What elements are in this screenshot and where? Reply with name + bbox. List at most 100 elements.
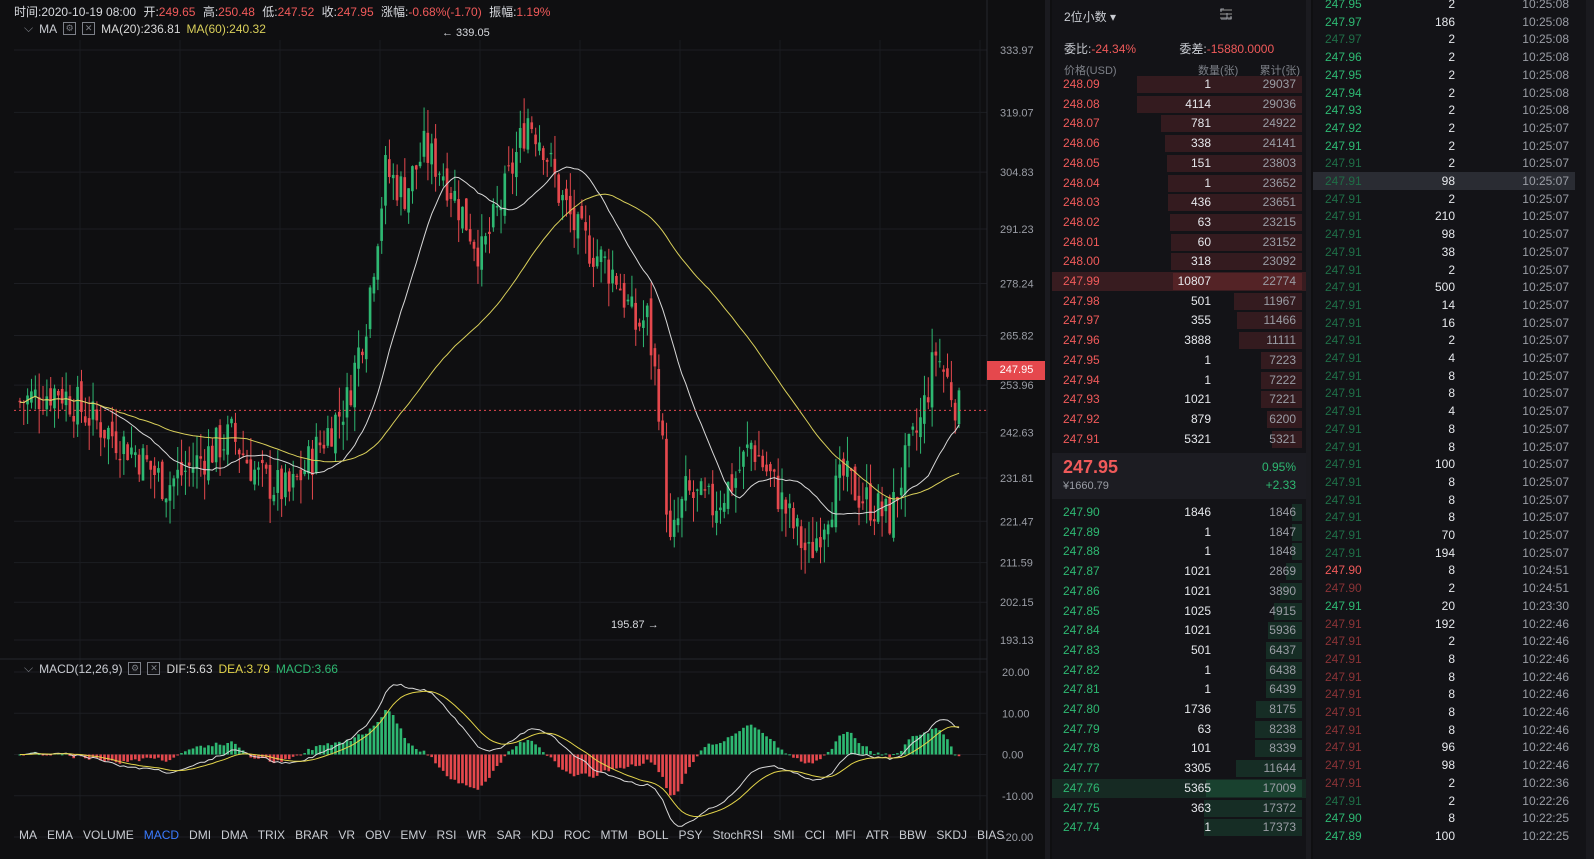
ask-row[interactable]: 248.08 4114 29036 <box>1052 95 1306 114</box>
kline-chart-svg[interactable]: 333.97 319.07 304.83 291.23 278.24 265.82 253.… <box>0 0 1049 859</box>
bid-row[interactable]: 247.86 1021 3890 <box>1052 582 1306 601</box>
trade-price: 247.91 <box>1325 474 1362 489</box>
indicator-tab-wr[interactable]: WR <box>466 828 487 842</box>
ask-row[interactable]: 247.96 3888 11111 <box>1052 331 1306 350</box>
bid-row[interactable]: 247.81 1 6439 <box>1052 680 1306 699</box>
kline-chart-pane[interactable]: 333.97 319.07 304.83 291.23 278.24 265.82 253.… <box>0 0 1049 859</box>
ask-row[interactable]: 248.03 436 23651 <box>1052 193 1306 212</box>
macd-histogram-bar <box>218 744 222 755</box>
decimals-select[interactable]: 2位小数 ▾ <box>1064 8 1116 25</box>
indicator-tab-dmi[interactable]: DMI <box>189 828 212 842</box>
close-icon[interactable]: ✕ <box>82 22 96 35</box>
indicator-tab-mfi[interactable]: MFI <box>835 828 856 842</box>
bid-row[interactable]: 247.77 3305 11644 <box>1052 759 1306 778</box>
bid-row[interactable]: 247.75 363 17372 <box>1052 799 1306 818</box>
candle-body <box>599 249 603 263</box>
ask-row[interactable]: 247.95 1 7223 <box>1052 351 1306 370</box>
ask-row[interactable]: 247.93 1021 7221 <box>1052 390 1306 409</box>
bid-row[interactable]: 247.76 5365 17009 <box>1052 778 1306 798</box>
indicator-tab-brar[interactable]: BRAR <box>295 828 329 842</box>
ask-row[interactable]: 247.97 355 11466 <box>1052 311 1306 330</box>
candle-body <box>430 143 433 165</box>
trade-row: 247.91 98 10:25:07 <box>1313 225 1575 243</box>
bid-row[interactable]: 247.90 1846 1846 <box>1052 503 1306 522</box>
macd-histogram-bar <box>110 754 114 761</box>
macd-histogram-bar <box>145 754 149 758</box>
indicator-tab-boll[interactable]: BOLL <box>637 828 669 842</box>
pane-divider[interactable] <box>1306 0 1311 859</box>
bid-row[interactable]: 247.80 1736 8175 <box>1052 700 1306 719</box>
collapse-chevron-icon[interactable]: ⌵ <box>24 661 34 675</box>
bid-row[interactable]: 247.82 1 6438 <box>1052 661 1306 680</box>
indicator-tab-dma[interactable]: DMA <box>221 828 248 842</box>
indicator-tab-volume[interactable]: VOLUME <box>83 828 134 842</box>
scrollbar[interactable] <box>1586 0 1594 859</box>
pane-divider[interactable] <box>1045 0 1050 859</box>
ask-row[interactable]: 248.09 1 29037 <box>1052 75 1306 94</box>
bid-row[interactable]: 247.78 101 8339 <box>1052 739 1306 758</box>
indicator-tab-ema[interactable]: EMA <box>47 828 74 842</box>
indicator-tab-roc[interactable]: ROC <box>563 828 591 842</box>
indicator-tab-ma[interactable]: MA <box>19 828 37 842</box>
bid-row[interactable]: 247.87 1021 2869 <box>1052 562 1306 581</box>
trade-row: 247.90 2 10:24:51 <box>1313 579 1575 597</box>
ask-row[interactable]: 248.00 318 23092 <box>1052 252 1306 271</box>
bid-row[interactable]: 247.79 63 8238 <box>1052 720 1306 739</box>
indicator-tab-atr[interactable]: ATR <box>865 828 890 842</box>
indicator-tab-stochrsi[interactable]: StochRSI <box>712 828 764 842</box>
indicator-tab-bbw[interactable]: BBW <box>899 828 927 842</box>
settings-icon[interactable]: ⚙ <box>63 22 77 35</box>
indicator-tab-macd[interactable]: MACD <box>143 828 180 842</box>
ask-row[interactable]: 248.04 1 23652 <box>1052 174 1306 193</box>
ask-row[interactable]: 248.01 60 23152 <box>1052 233 1306 252</box>
macd-histogram-bar <box>187 749 191 755</box>
macd-histogram-bar <box>68 754 72 756</box>
bid-cum: 1847 <box>1269 524 1296 539</box>
candle-body <box>822 529 826 540</box>
indicator-tab-rsi[interactable]: RSI <box>436 828 457 842</box>
macd-histogram-bar <box>164 754 168 762</box>
bids-view-icon[interactable] <box>1220 8 1252 20</box>
indicator-tab-vr[interactable]: VR <box>338 828 356 842</box>
ask-row[interactable]: 248.02 63 23215 <box>1052 213 1306 232</box>
trade-row: 247.91 500 10:25:07 <box>1313 278 1575 296</box>
indicator-tab-bias[interactable]: BIAS <box>977 828 1005 842</box>
candle-body <box>130 447 133 455</box>
ask-row[interactable]: 247.98 501 11967 <box>1052 292 1306 311</box>
indicator-tab-psy[interactable]: PSY <box>678 828 703 842</box>
ask-row[interactable]: 248.05 151 23803 <box>1052 154 1306 173</box>
collapse-chevron-icon[interactable]: ⌵ <box>24 21 34 35</box>
expand-icon[interactable] <box>1220 8 1292 20</box>
asks-view-icon[interactable] <box>1220 8 1272 20</box>
bid-row[interactable]: 247.88 1 1848 <box>1052 542 1306 561</box>
candle-body <box>849 468 853 471</box>
bid-row[interactable]: 247.89 1 1847 <box>1052 523 1306 542</box>
indicator-tab-kdj[interactable]: KDJ <box>531 828 554 842</box>
indicator-tab-mtm[interactable]: MTM <box>600 828 628 842</box>
indicator-tab-sar[interactable]: SAR <box>496 828 522 842</box>
bid-row[interactable]: 247.85 1025 4915 <box>1052 602 1306 621</box>
ask-row[interactable]: 247.91 5321 5321 <box>1052 430 1306 449</box>
ask-row[interactable]: 248.07 781 24922 <box>1052 114 1306 133</box>
bid-row[interactable]: 247.83 501 6437 <box>1052 641 1306 660</box>
indicator-tab-trix[interactable]: TRIX <box>257 828 286 842</box>
indicator-tab-smi[interactable]: SMI <box>773 828 795 842</box>
macd-histogram-bar <box>518 741 522 755</box>
indicator-tab-skdj[interactable]: SKDJ <box>936 828 968 842</box>
candle-body <box>838 464 841 478</box>
close-icon[interactable]: ✕ <box>147 662 161 675</box>
macd-histogram-bar <box>680 754 684 784</box>
bid-row[interactable]: 247.84 1021 5936 <box>1052 621 1306 640</box>
candle-body <box>930 352 934 408</box>
ask-row[interactable]: 248.06 338 24141 <box>1052 134 1306 153</box>
macd-histogram-bar <box>699 750 703 755</box>
indicator-tab-obv[interactable]: OBV <box>365 828 391 842</box>
ask-row[interactable]: 247.94 1 7222 <box>1052 371 1306 390</box>
indicator-tab-emv[interactable]: EMV <box>400 828 427 842</box>
ask-row[interactable]: 247.99 10807 22774 <box>1052 272 1306 291</box>
ask-row[interactable]: 247.92 879 6200 <box>1052 410 1306 429</box>
settings-icon[interactable]: ⚙ <box>128 662 142 675</box>
depth-bar <box>1255 740 1302 758</box>
bid-row[interactable]: 247.74 1 17373 <box>1052 818 1306 837</box>
indicator-tab-cci[interactable]: CCI <box>804 828 826 842</box>
